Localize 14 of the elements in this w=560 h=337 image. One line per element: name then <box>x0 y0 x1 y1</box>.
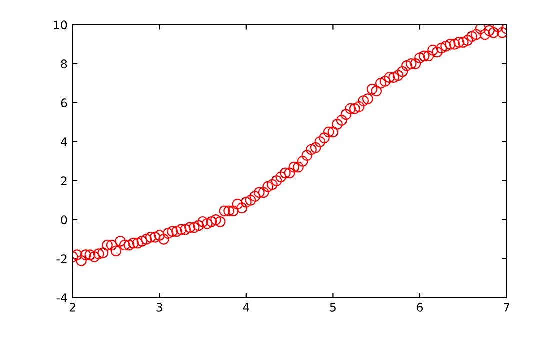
y-tick-label: -2 <box>56 254 67 264</box>
x-tick-label: 5 <box>330 303 336 312</box>
y-tick-label: -4 <box>56 294 68 302</box>
x-tick-label: 3 <box>156 302 162 312</box>
y-tick-label: 0 <box>61 216 68 225</box>
x-tick-label: 7 <box>504 303 510 312</box>
x-tick-label: 2 <box>70 302 76 312</box>
y-tick-label: 4 <box>61 138 68 146</box>
y-tick-label: 8 <box>61 60 68 69</box>
y-tick-label: 6 <box>61 98 68 108</box>
x-tick-label: 4 <box>243 303 250 312</box>
y-tick-label: 10 <box>54 20 68 30</box>
x-tick-label: 6 <box>417 302 424 312</box>
y-tick-label: 2 <box>61 176 67 186</box>
